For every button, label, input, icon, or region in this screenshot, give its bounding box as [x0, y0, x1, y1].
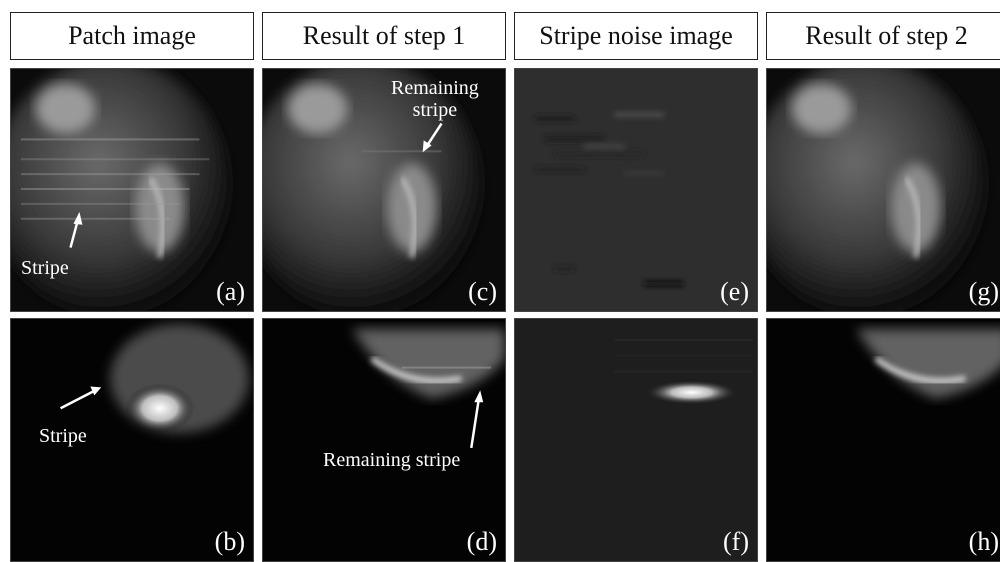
panel-g-result-step-2: (g): [766, 68, 1000, 312]
panel-f-image: [515, 319, 757, 561]
remaining-stripe-arrow-d: [470, 396, 481, 449]
header-patch-image: Patch image: [10, 12, 254, 60]
annotation-remaining-c: Remaining stripe: [391, 77, 479, 121]
panel-h-result-step-2: (h): [766, 318, 1000, 562]
label-d: (d): [466, 527, 497, 556]
annotation-remaining-c-line2: stripe: [412, 99, 458, 121]
label-a: (a): [216, 277, 245, 306]
header-stripe-noise-image: Stripe noise image: [514, 12, 758, 60]
panel-b-image: [11, 319, 253, 561]
panel-d-result-step-1: Remaining stripe (d): [262, 318, 506, 562]
panel-g-image: [767, 69, 1000, 311]
stripe-arrow-b: [60, 389, 96, 410]
remaining-stripe-arrow-c: [425, 122, 443, 148]
panel-f-stripe-noise: (f): [514, 318, 758, 562]
header-result-step-2: Result of step 2: [766, 12, 1000, 60]
label-h: (h): [968, 527, 999, 556]
label-b: (b): [214, 527, 245, 556]
panel-a-image: [11, 69, 253, 311]
panel-e-stripe-noise: (e): [514, 68, 758, 312]
label-e: (e): [720, 277, 749, 306]
annotation-remaining-d: Remaining stripe: [323, 449, 461, 471]
label-f: (f): [723, 527, 749, 556]
annotation-stripe-a: Stripe: [21, 257, 69, 279]
panel-e-image: [515, 69, 757, 311]
panel-h-image: [767, 319, 1000, 561]
header-result-step-1: Result of step 1: [262, 12, 506, 60]
annotation-stripe-b: Stripe: [39, 425, 87, 447]
label-g: (g): [968, 277, 999, 306]
panel-b-patch-image: Stripe (b): [10, 318, 254, 562]
label-c: (c): [468, 277, 497, 306]
panel-c-result-step-1: Remaining stripe (c): [262, 68, 506, 312]
panel-c-image: [263, 69, 505, 311]
annotation-remaining-c-line1: Remaining: [391, 77, 479, 99]
panel-d-image: [263, 319, 505, 561]
panel-a-patch-image: Stripe (a): [10, 68, 254, 312]
